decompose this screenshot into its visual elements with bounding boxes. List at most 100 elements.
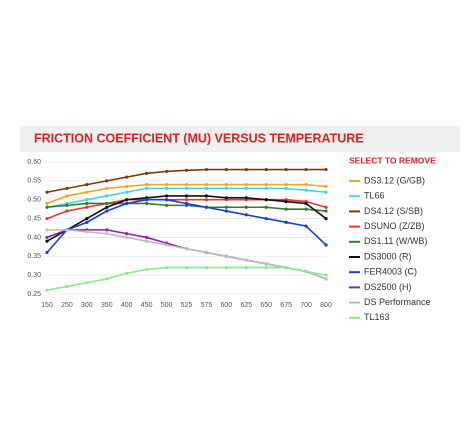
point [164,169,169,174]
legend-entry[interactable]: TL66 [364,191,385,201]
point [125,271,129,275]
y-tick-label: 0.55 [27,178,41,185]
point [224,254,228,258]
point [204,183,209,187]
point [45,288,49,292]
x-tick-label: 250 [61,302,73,309]
point [65,228,69,232]
point [145,239,149,243]
point [324,277,328,281]
legend-title: SELECT TO REMOVE [349,155,436,165]
legend-entry[interactable]: DS1.11 (W/WB) [364,236,427,246]
x-tick-label: 575 [201,302,213,309]
chart-title: FRICTION COEFFICIENT (MU) VERSUS TEMPERA… [34,131,364,145]
legend-entry[interactable]: DS4.12 (S/SB) [364,206,423,216]
legend-entry[interactable]: DSUNO (Z/ZB) [364,221,425,231]
point [125,184,129,189]
point [244,183,248,187]
y-tick-label: 0.50 [27,197,41,204]
point [244,258,248,262]
legend-entry[interactable]: FER4003 (C) [364,267,417,277]
point [264,198,268,202]
point [45,250,49,255]
x-tick-label: 350 [101,302,113,309]
point [105,277,109,281]
y-tick-label: 0.30 [27,272,41,279]
point [145,171,149,175]
point [184,201,189,206]
legend-entry[interactable]: DS2500 (H) [364,282,412,292]
point [184,198,189,202]
point [145,183,149,187]
point [85,230,89,234]
point [105,232,109,236]
point [164,203,169,207]
point [105,179,109,183]
point [45,190,49,194]
x-tick-label: 700 [300,302,312,309]
point [284,266,288,270]
legend-entry[interactable]: DS Performance [364,297,431,307]
point [284,183,288,187]
y-tick-label: 0.45 [27,215,41,222]
point [145,267,149,272]
point [264,216,268,221]
point [224,205,228,209]
point [105,209,109,213]
point [204,167,209,172]
point [164,266,169,270]
legend-entry[interactable]: DS3.12 (G/GB) [364,175,425,185]
point [264,266,268,270]
point [85,198,89,202]
point [324,205,328,209]
point [304,201,308,206]
point [284,167,288,172]
point [164,243,169,247]
point [105,228,109,232]
point [184,183,189,187]
point [125,190,129,194]
point [324,167,328,172]
point [244,205,248,209]
point [284,186,288,190]
point [85,281,89,285]
legend-entry[interactable]: TL163 [364,312,390,322]
x-tick-label: 650 [260,302,272,309]
title-bar [20,126,460,152]
point [264,262,268,266]
point [224,183,228,187]
point [145,201,149,206]
point [85,205,89,209]
point [125,232,129,236]
point [145,186,149,190]
point [224,196,228,200]
x-tick-label: 800 [320,302,332,309]
x-tick-label: 675 [280,302,292,309]
point [324,243,328,247]
point [304,224,308,228]
point [65,284,69,289]
point [105,186,109,190]
point [85,183,89,187]
point [224,209,228,213]
point [105,201,109,206]
point [224,266,228,270]
point [224,167,228,172]
point [85,220,89,224]
point [65,186,69,190]
point [65,194,69,198]
point [85,190,89,194]
x-tick-label: 150 [41,302,53,309]
point [204,186,209,190]
point [85,201,89,206]
point [184,247,189,251]
point [244,213,248,217]
point [204,250,209,255]
point [65,209,69,213]
legend-entry[interactable]: DS3000 (R) [364,251,412,261]
x-tick-label: 525 [181,302,193,309]
point [145,198,149,202]
point [164,194,169,198]
point [224,186,228,190]
